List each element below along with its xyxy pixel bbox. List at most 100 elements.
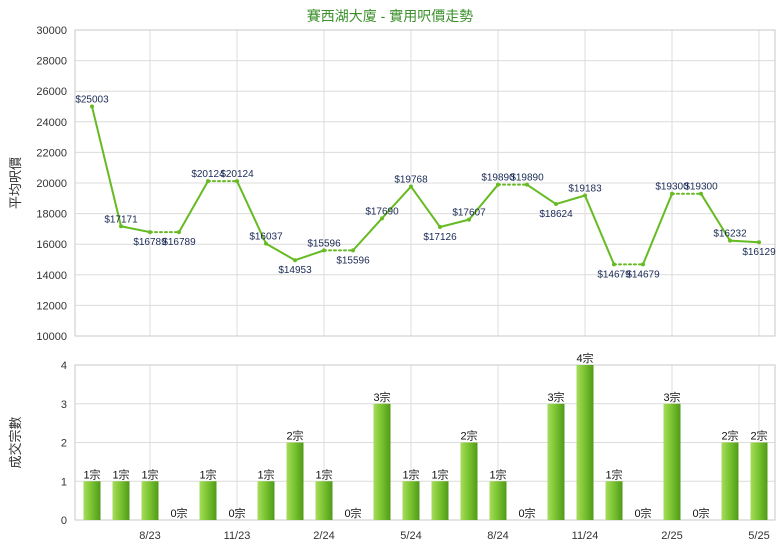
price-line-segment: [700, 192, 731, 242]
price-data-label: $16789: [162, 237, 196, 248]
price-data-label: $19300: [655, 182, 689, 193]
volume-data-label: 3宗: [663, 390, 680, 404]
price-data-label: $19300: [684, 182, 718, 193]
line-y-tick-label: 26000: [36, 86, 67, 98]
price-line-segment: [526, 183, 557, 206]
price-data-label: $25003: [75, 94, 109, 105]
volume-bar: [750, 442, 768, 520]
price-point: [264, 241, 268, 246]
volume-data-label: 1宗: [431, 467, 448, 481]
x-tick-label: 5/24: [400, 530, 421, 542]
price-point: [380, 216, 384, 221]
price-point: [235, 179, 239, 184]
price-data-label: $19890: [510, 173, 544, 184]
volume-bar: [373, 403, 391, 520]
volume-data-label: 1宗: [112, 467, 129, 481]
volume-data-label: 0宗: [634, 506, 651, 520]
price-point: [641, 262, 645, 267]
price-line-segment: [410, 185, 441, 228]
bar-y-axis-title: 成交宗數: [8, 416, 23, 468]
volume-data-label: 1宗: [315, 467, 332, 481]
price-point: [612, 262, 616, 267]
price-line-segment: [352, 217, 383, 252]
volume-data-label: 3宗: [547, 390, 564, 404]
price-point: [351, 248, 355, 253]
volume-data-label: 1宗: [402, 467, 419, 481]
line-y-tick-label: 28000: [36, 56, 67, 68]
x-tick-label: 5/25: [748, 530, 769, 542]
volume-data-label: 2宗: [460, 429, 477, 443]
price-data-label: $14953: [278, 265, 312, 276]
price-line-segment: [265, 242, 296, 262]
volume-bar: [257, 481, 275, 520]
price-point: [119, 224, 123, 229]
line-y-tick-label: 14000: [36, 270, 67, 282]
price-line-segment: [584, 194, 615, 266]
volume-data-label: 0宗: [692, 506, 709, 520]
line-y-tick-label: 12000: [36, 300, 67, 312]
volume-data-label: 0宗: [344, 506, 361, 520]
line-y-tick-label: 16000: [36, 239, 67, 251]
price-line-segment: [381, 185, 412, 220]
volume-data-label: 1宗: [489, 467, 506, 481]
volume-bar: [141, 481, 159, 520]
price-point: [525, 182, 529, 187]
volume-data-label: 1宗: [605, 467, 622, 481]
volume-bar: [315, 481, 333, 520]
volume-bar: [605, 481, 623, 520]
line-y-tick-label: 22000: [36, 147, 67, 159]
price-data-label: $16789: [133, 237, 167, 248]
volume-bar: [721, 442, 739, 520]
volume-bar: [112, 481, 130, 520]
volume-bar: [402, 481, 420, 520]
volume-bar: [460, 442, 478, 520]
price-line-segment: [468, 183, 499, 221]
price-data-label: $16037: [249, 232, 283, 243]
price-data-label: $16232: [713, 229, 747, 240]
volume-bar: [431, 481, 449, 520]
price-point: [554, 202, 558, 207]
volume-data-label: 1宗: [199, 467, 216, 481]
volume-bar: [547, 403, 565, 520]
price-point: [148, 230, 152, 235]
volume-data-label: 0宗: [228, 506, 245, 520]
x-tick-label: 11/23: [224, 530, 251, 542]
price-data-label: $15596: [336, 255, 370, 266]
line-y-tick-label: 10000: [36, 331, 67, 343]
x-tick-label: 8/23: [139, 530, 160, 542]
price-point: [438, 224, 442, 229]
volume-data-label: 4宗: [576, 351, 593, 365]
line-y-axis-title: 平均呎價: [8, 157, 23, 209]
line-y-tick-label: 30000: [36, 25, 67, 37]
x-tick-label: 2/24: [313, 530, 334, 542]
volume-data-label: 0宗: [518, 506, 535, 520]
price-point: [322, 248, 326, 253]
price-point: [467, 217, 471, 222]
price-point: [728, 238, 732, 243]
line-y-tick-label: 20000: [36, 178, 67, 190]
price-data-label: $17690: [365, 206, 399, 217]
price-line-segment: [236, 180, 267, 245]
price-data-label: $20124: [191, 169, 225, 180]
volume-bar: [199, 481, 217, 520]
volume-bar: [286, 442, 304, 520]
bar-plot-frame: [74, 364, 776, 521]
price-data-label: $14679: [597, 269, 631, 280]
price-line-segment: [729, 239, 760, 244]
volume-bar: [663, 403, 681, 520]
price-data-label: $16129: [742, 247, 776, 258]
price-point: [293, 258, 297, 263]
price-data-label: $19890: [481, 173, 515, 184]
price-line-segment: [178, 180, 209, 234]
volume-bar: [489, 481, 507, 520]
price-data-label: $19768: [394, 175, 428, 186]
line-plot-frame: [74, 29, 776, 337]
price-point: [90, 104, 94, 109]
price-line-segment: [91, 105, 122, 228]
price-point: [206, 179, 210, 184]
price-line-segment: [294, 249, 325, 262]
x-tick-label: 8/24: [487, 530, 508, 542]
price-data-label: $20124: [220, 169, 254, 180]
price-line-segment: [642, 192, 673, 266]
